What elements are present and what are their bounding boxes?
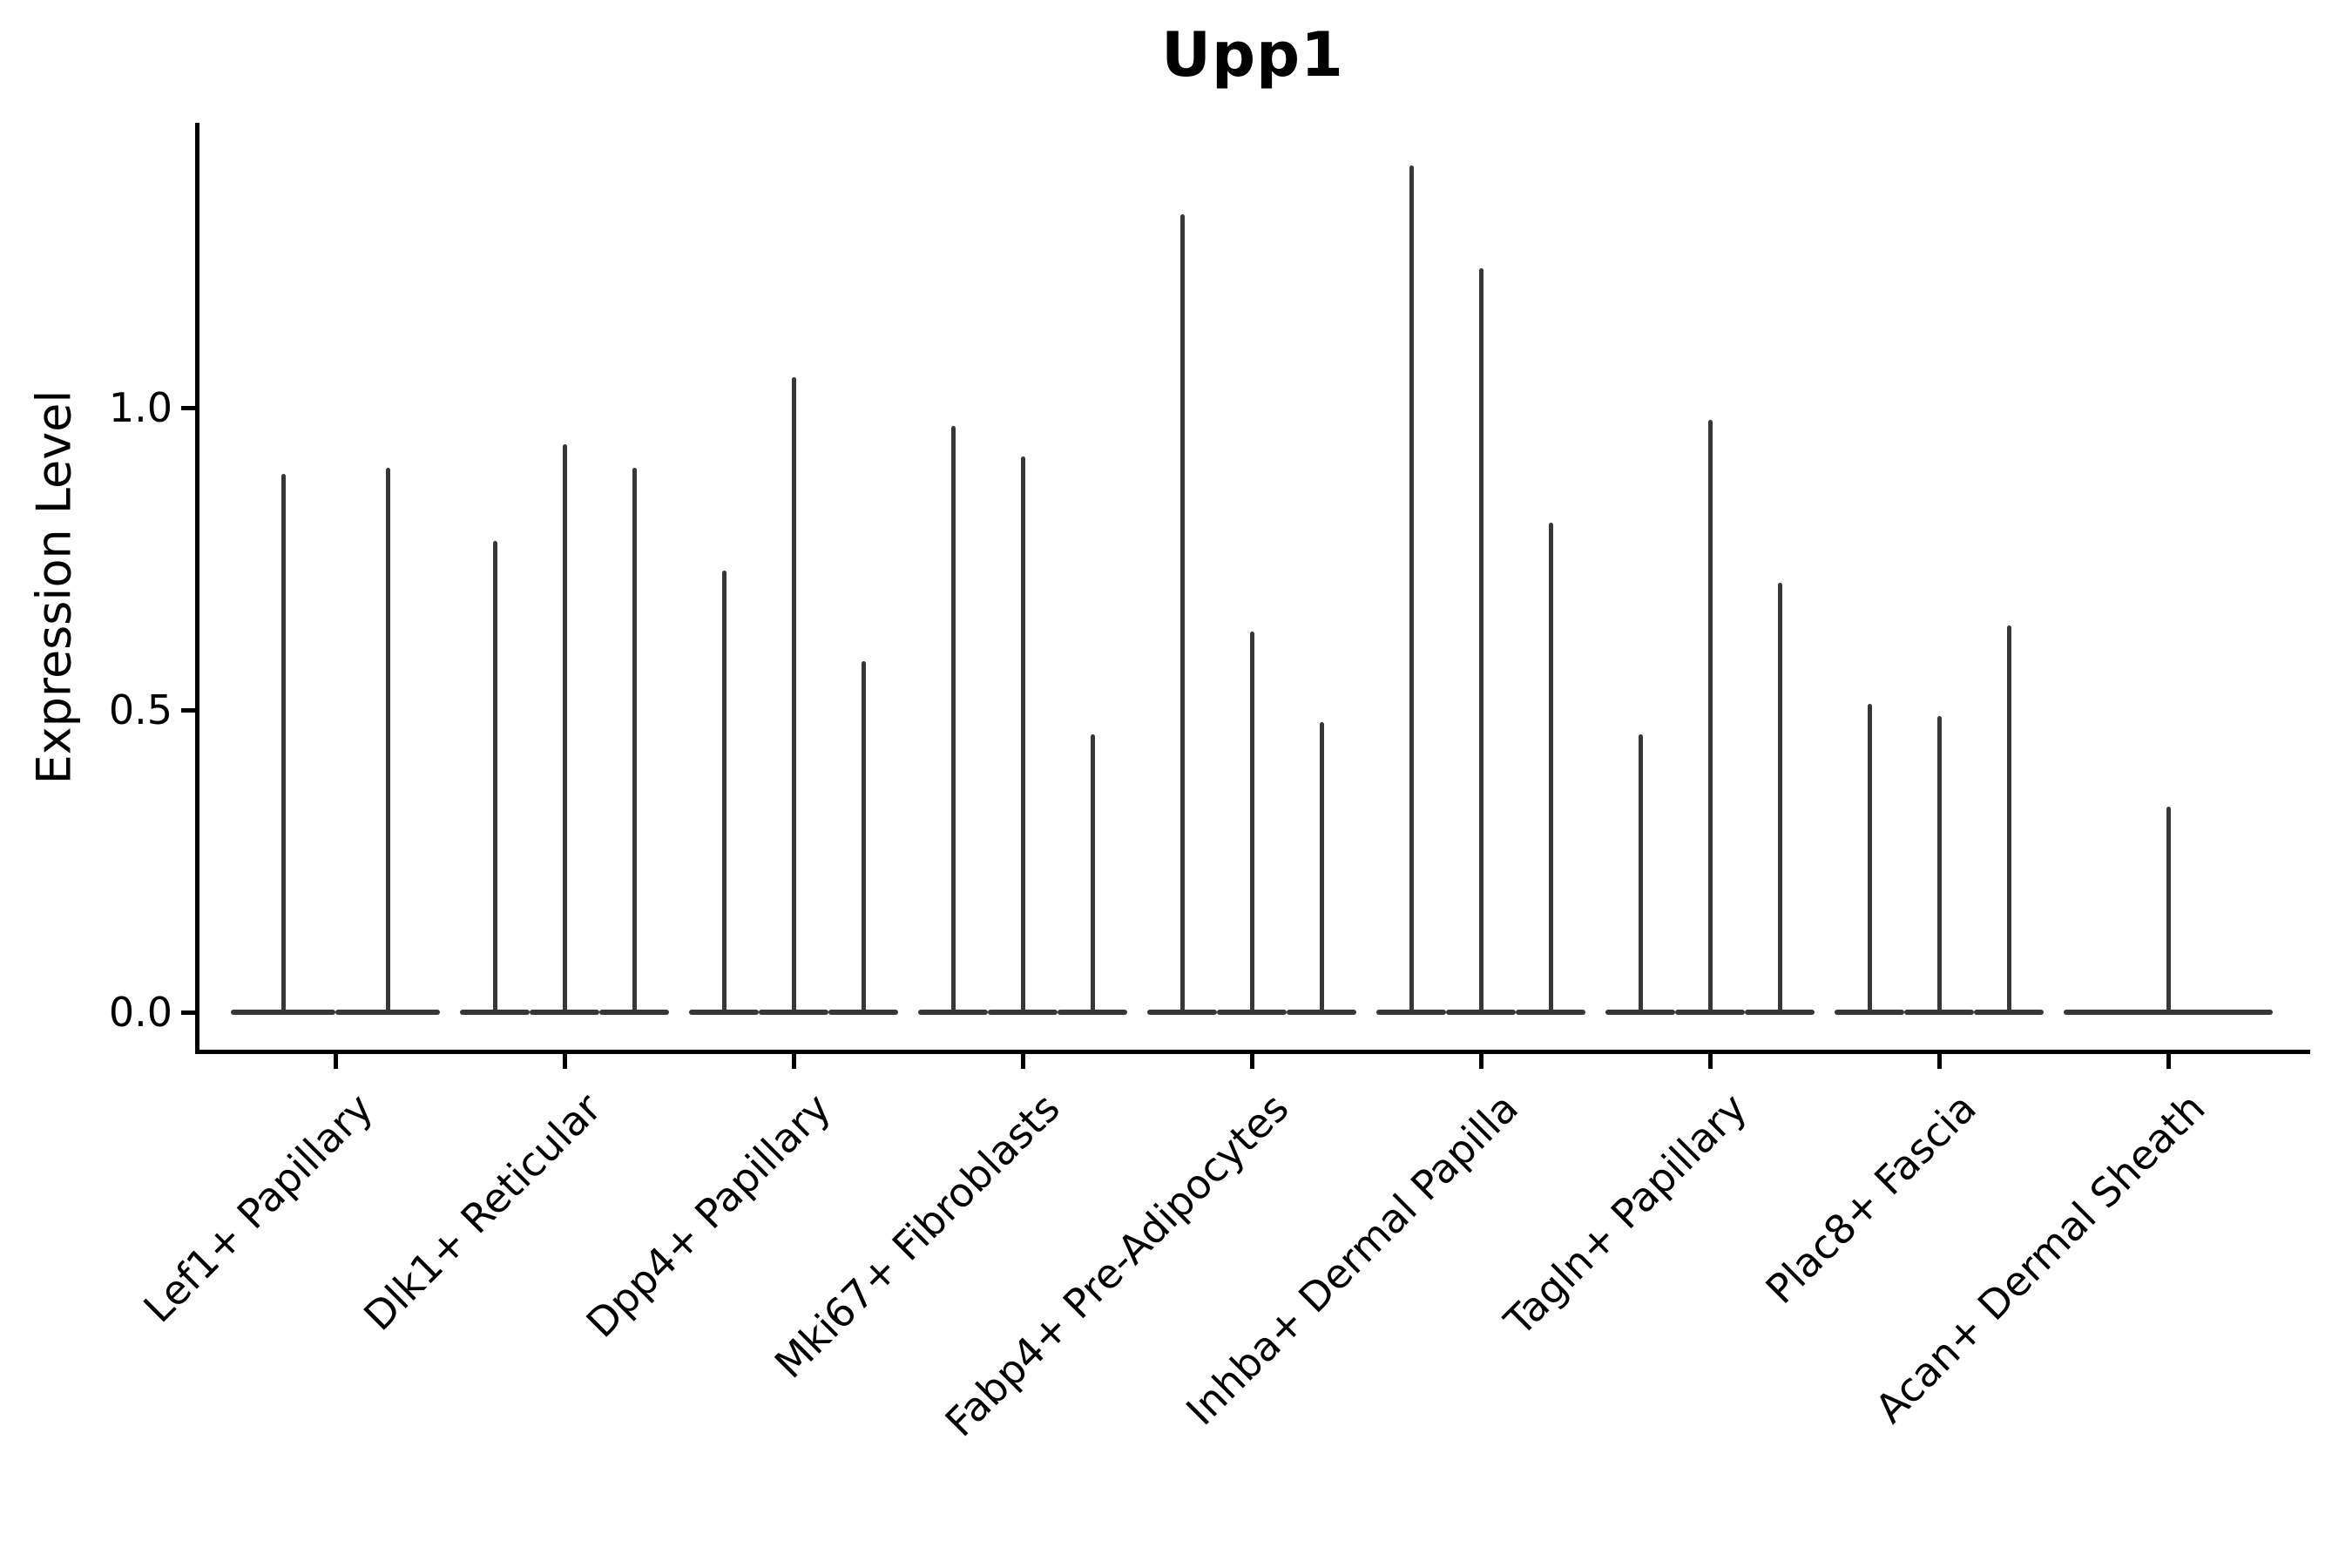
violin-spike — [1867, 704, 1872, 1014]
violin-base — [1446, 1010, 1516, 1015]
violin-spike — [1777, 583, 1782, 1014]
y-tick — [181, 707, 195, 713]
violin-base — [231, 1010, 335, 1015]
y-tick-label: 1.0 — [108, 384, 172, 431]
violin-base — [828, 1010, 898, 1015]
violin-spike — [721, 571, 727, 1014]
violin-base — [335, 1010, 440, 1015]
chart-title: Upp1 — [1161, 19, 1344, 91]
x-tick — [791, 1054, 796, 1069]
x-tick-label: Dpp4+ Papillary — [577, 1084, 840, 1347]
violin-spike — [1179, 213, 1185, 1014]
x-tick-label: Tagln+ Papillary — [1495, 1084, 1756, 1345]
y-tick — [181, 1010, 195, 1015]
violin-spike — [1707, 419, 1713, 1014]
x-tick — [333, 1054, 338, 1069]
x-tick-label: Lef1+ Papillary — [133, 1084, 382, 1332]
violin-spike — [280, 474, 286, 1014]
x-tick — [1936, 1054, 1942, 1069]
x-axis-line — [195, 1050, 2310, 1054]
x-tick — [1249, 1054, 1254, 1069]
x-tick-label: Dlk1+ Reticular — [355, 1084, 611, 1340]
y-tick-label: 0.0 — [108, 989, 172, 1036]
violin-spike — [1319, 721, 1324, 1014]
x-tick — [1478, 1054, 1484, 1069]
violin-spike — [492, 540, 497, 1014]
violin-spike — [1090, 733, 1095, 1014]
violin-base — [988, 1010, 1058, 1015]
violin-base — [918, 1010, 988, 1015]
violin-spike — [1936, 715, 1942, 1014]
violin-spike — [2166, 807, 2171, 1014]
violin-base — [599, 1010, 669, 1015]
violin-base — [1675, 1010, 1745, 1015]
violin-spike — [385, 468, 390, 1014]
violin-spike — [1409, 166, 1414, 1014]
x-tick — [1707, 1054, 1713, 1069]
x-tick — [562, 1054, 567, 1069]
violin-base — [689, 1010, 759, 1015]
violin-base — [1605, 1010, 1675, 1015]
violin-base — [2064, 1010, 2273, 1015]
violin-spike — [1249, 631, 1254, 1014]
x-tick-label: Plac8+ Fascia — [1756, 1084, 1985, 1313]
violin-spike — [950, 425, 956, 1014]
violin-spike — [2006, 625, 2011, 1014]
violin-base — [1217, 1010, 1287, 1015]
violin-spike — [861, 661, 866, 1014]
violin-base — [1516, 1010, 1585, 1015]
violin-base — [530, 1010, 599, 1015]
violin-base — [1835, 1010, 1904, 1015]
violin-spike — [791, 377, 796, 1014]
violin-base — [1745, 1010, 1815, 1015]
violin-base — [1058, 1010, 1127, 1015]
x-tick — [1020, 1054, 1025, 1069]
violin-spike — [1478, 268, 1484, 1014]
y-tick-label: 0.5 — [108, 686, 172, 733]
violin-base — [460, 1010, 530, 1015]
y-axis-line — [195, 123, 199, 1054]
violin-spike — [1548, 522, 1553, 1014]
violin-spike — [1020, 456, 1025, 1014]
violin-base — [1147, 1010, 1217, 1015]
violin-spike — [562, 443, 567, 1014]
violin-base — [1287, 1010, 1356, 1015]
y-tick — [181, 405, 195, 410]
x-tick — [2166, 1054, 2171, 1069]
violin-base — [1376, 1010, 1446, 1015]
violin-base — [1974, 1010, 2044, 1015]
violin-spike — [1638, 733, 1643, 1014]
violin-base — [759, 1010, 828, 1015]
violin-base — [1904, 1010, 1974, 1015]
violin-spike — [632, 468, 637, 1014]
